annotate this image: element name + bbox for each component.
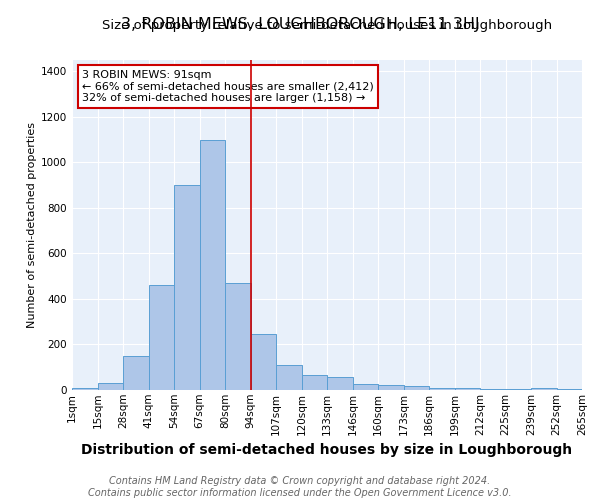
Text: 3, ROBIN MEWS, LOUGHBOROUGH, LE11 3HJ: 3, ROBIN MEWS, LOUGHBOROUGH, LE11 3HJ — [121, 18, 479, 32]
Bar — [353, 384, 378, 390]
Y-axis label: Number of semi-detached properties: Number of semi-detached properties — [27, 122, 37, 328]
Bar — [378, 385, 404, 390]
Bar — [149, 286, 174, 390]
Bar — [480, 389, 505, 390]
Bar — [123, 356, 149, 390]
Bar — [199, 140, 225, 390]
Text: Contains HM Land Registry data © Crown copyright and database right 2024.
Contai: Contains HM Land Registry data © Crown c… — [88, 476, 512, 498]
X-axis label: Distribution of semi-detached houses by size in Loughborough: Distribution of semi-detached houses by … — [82, 443, 572, 457]
Bar — [455, 388, 480, 390]
Bar — [404, 386, 429, 390]
Bar — [97, 382, 123, 390]
Bar — [557, 389, 582, 390]
Bar — [174, 185, 199, 390]
Bar — [531, 388, 557, 390]
Bar — [302, 374, 327, 390]
Bar — [327, 378, 353, 390]
Text: 3 ROBIN MEWS: 91sqm
← 66% of semi-detached houses are smaller (2,412)
32% of sem: 3 ROBIN MEWS: 91sqm ← 66% of semi-detach… — [82, 70, 374, 103]
Title: Size of property relative to semi-detached houses in Loughborough: Size of property relative to semi-detach… — [102, 20, 552, 32]
Bar — [429, 388, 455, 390]
Bar — [276, 365, 302, 390]
Bar — [225, 283, 251, 390]
Bar — [505, 389, 531, 390]
Bar — [72, 388, 97, 390]
Bar — [251, 334, 276, 390]
